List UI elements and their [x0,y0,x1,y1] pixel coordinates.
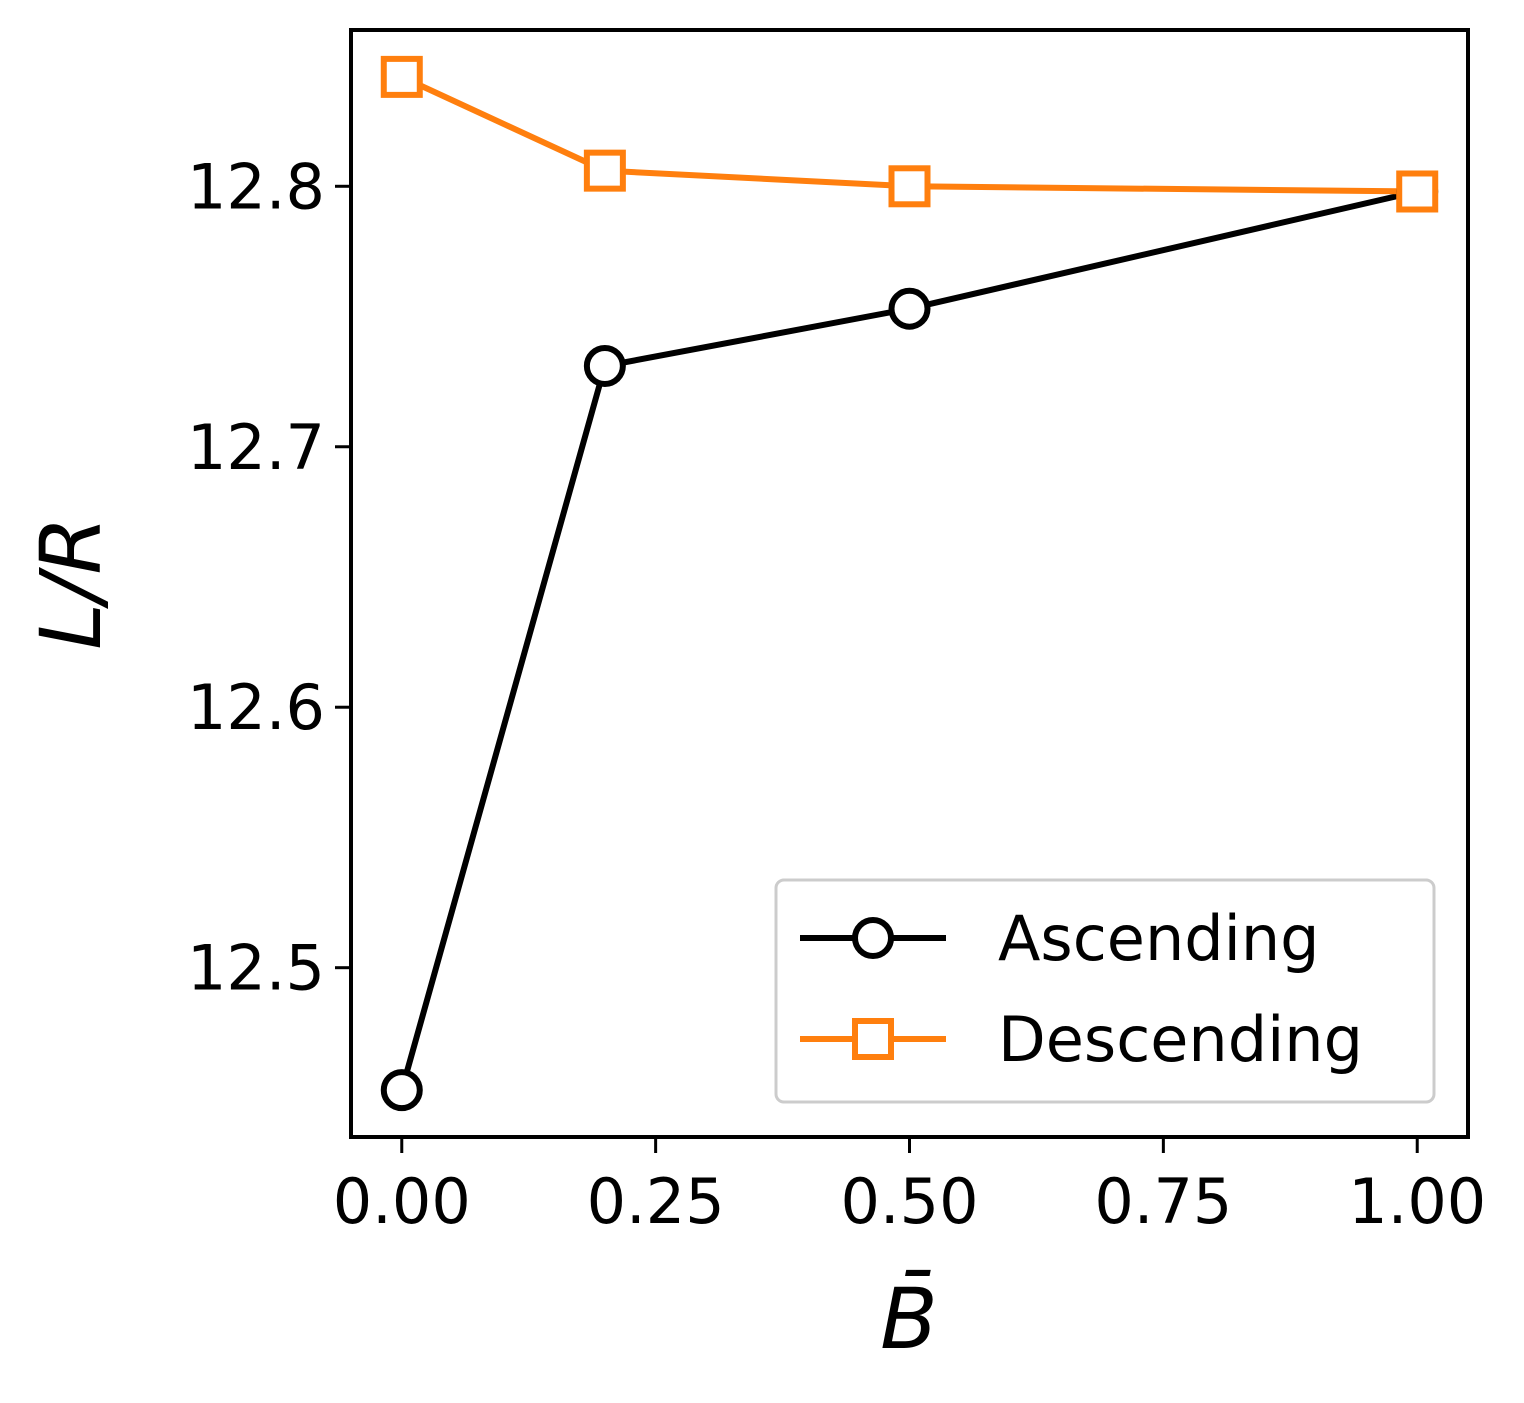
y-tick-label: 12.8 [187,150,325,223]
x-tick-label: 0.75 [1094,1165,1232,1238]
x-tick-label: 0.50 [840,1165,978,1238]
ascending-line [398,188,1418,1091]
legend-ascending-marker [852,917,894,959]
ascending-point [888,287,931,330]
descending-line [400,74,1418,195]
x-tick-label: 1.00 [1348,1165,1486,1238]
legend-descending-marker [852,1018,894,1060]
descending-point [888,165,931,208]
y-tick-label: 12.5 [187,932,325,1005]
series-lines [398,74,1418,1091]
descending-point [380,55,423,98]
x-tick-label: 0.00 [333,1165,471,1238]
y-tick-label: 12.7 [187,411,325,484]
ascending-point [380,1069,423,1112]
series-markers [380,55,1439,1112]
axis-ticks: 0.00 0.25 0.50 0.75 1.00 12.5 12.6 12.7 12.8 [187,150,1486,1238]
descending-point [1396,170,1439,213]
legend: Ascending Descending [774,878,1436,1104]
y-tick-label: 12.6 [187,671,325,744]
plot-frame [349,28,1470,1139]
x-tick-label: 0.25 [587,1165,725,1238]
descending-point [583,149,626,192]
legend-descending-label: Descending [998,1003,1363,1076]
y-axis-title: L/R [22,516,120,649]
legend-ascending-label: Ascending [998,902,1319,975]
ascending-point [583,345,626,388]
x-axis-title: B̄ [880,1270,938,1368]
